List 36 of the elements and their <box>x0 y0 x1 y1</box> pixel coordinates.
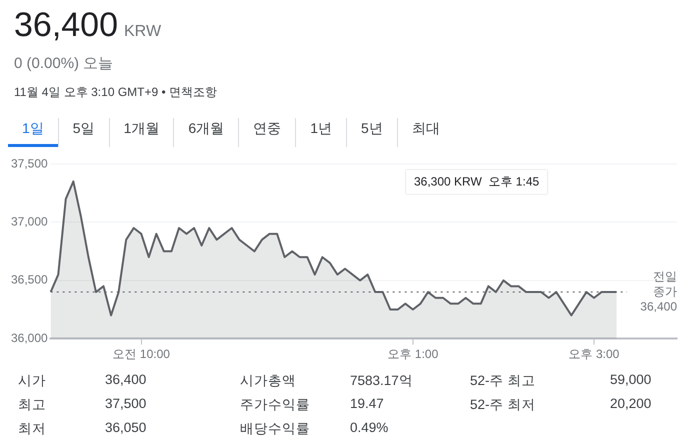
text: 19.47 <box>350 396 384 411</box>
text: 6개월 <box>173 118 238 147</box>
y-tick-label: 37,000 <box>11 214 48 229</box>
text: 연중 <box>238 118 296 147</box>
ref-line-label: 전일 종가 36,400 <box>640 269 678 314</box>
text: 36,050 <box>105 420 146 435</box>
x-tick-label: 오후 3:00 <box>568 347 620 362</box>
text: 최고 <box>18 396 46 414</box>
x-tick-label: 오후 1:00 <box>388 347 439 362</box>
text: 시가총액 <box>240 372 296 390</box>
text: 52-주 최고 <box>470 372 536 390</box>
annotation: 36,300 KRW 오후 1:45 <box>414 174 540 188</box>
text: 5년 <box>346 118 397 147</box>
y-tick-label: 37,500 <box>11 156 48 170</box>
x-tick-label: 오전 10:00 <box>112 347 170 362</box>
text: 20,200 <box>610 396 652 411</box>
text: 37,500 <box>105 396 146 411</box>
text: 주가수익률 <box>240 396 310 414</box>
text: 최저 <box>18 420 46 438</box>
text: 5일 <box>58 118 109 147</box>
text: 36,400 <box>105 372 146 387</box>
text: 11월 4일 오후 3:10 GMT+9 • 면책조항 <box>14 84 218 101</box>
chart-subtitle: 0 (0.00%) 오늘 <box>14 54 114 73</box>
text: 최대 <box>396 118 454 147</box>
text: 52-주 최저 <box>470 396 536 414</box>
text: 배당수익률 <box>240 420 310 438</box>
text: 시가 <box>18 372 46 390</box>
y-tick-label: 36,000 <box>11 330 48 345</box>
text: 59,000 <box>610 372 652 387</box>
y-tick-label: 36,500 <box>11 272 48 287</box>
text: 7583.17억 <box>350 372 413 390</box>
text: 0.49% <box>350 420 388 435</box>
text: 1년 <box>295 118 346 147</box>
text: 1개월 <box>108 118 174 147</box>
chart-title: 36,400 KRW <box>14 6 162 45</box>
text: 1일 <box>8 118 58 147</box>
